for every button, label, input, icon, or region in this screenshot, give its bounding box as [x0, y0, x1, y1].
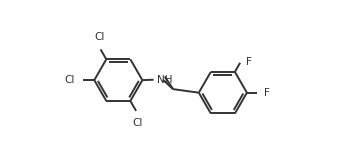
Text: Cl: Cl [132, 118, 142, 128]
Text: F: F [246, 57, 252, 67]
Text: Cl: Cl [64, 75, 75, 85]
Text: Cl: Cl [94, 32, 105, 43]
Text: F: F [264, 88, 270, 98]
Text: NH: NH [157, 75, 173, 85]
